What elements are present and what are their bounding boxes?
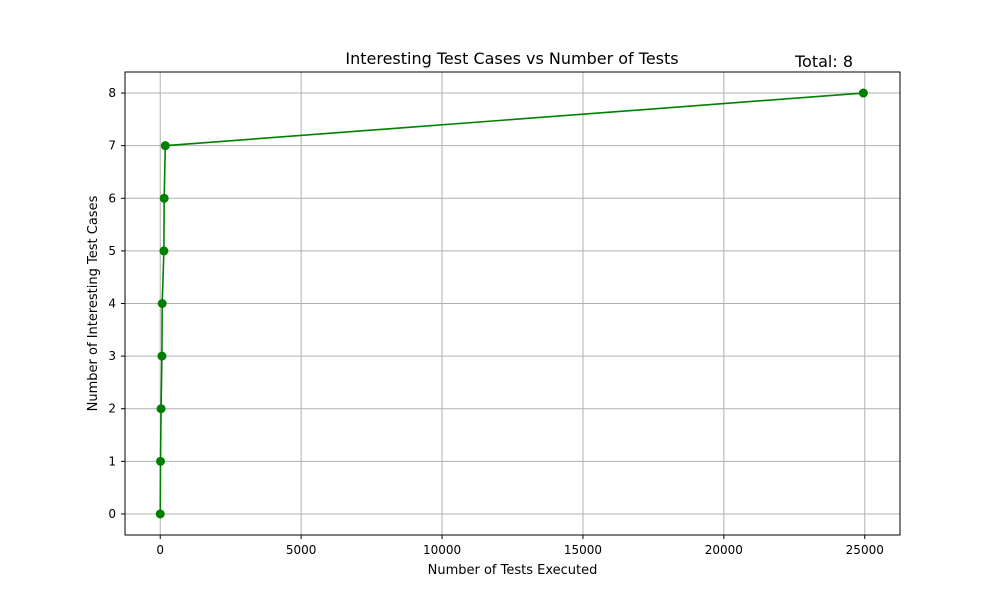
data-point (157, 351, 167, 361)
y-tick-label: 3 (108, 349, 116, 363)
x-tick-label: 25000 (846, 543, 884, 557)
x-tick-label: 0 (156, 543, 164, 557)
x-axis-ticks: 0 5000 10000 15000 20000 25000 (156, 535, 884, 557)
y-tick-label: 1 (108, 454, 116, 468)
y-tick-label: 5 (108, 244, 116, 258)
series-layer (155, 88, 868, 519)
y-tick-label: 6 (108, 191, 116, 205)
data-point (160, 141, 170, 151)
y-tick-label: 0 (108, 507, 116, 521)
data-point (155, 509, 165, 519)
data-point (156, 404, 166, 414)
x-tick-label: 10000 (423, 543, 461, 557)
y-tick-label: 4 (108, 297, 116, 311)
total-annotation: Total: 8 (794, 52, 853, 71)
y-axis-ticks: 0 1 2 3 4 5 6 7 8 (108, 86, 125, 521)
data-point (156, 456, 166, 466)
data-point (157, 299, 167, 308)
y-tick-label: 8 (108, 86, 116, 100)
x-tick-label: 20000 (705, 543, 743, 557)
y-tick-label: 7 (108, 139, 116, 153)
data-point (159, 246, 169, 256)
grid-lines (125, 72, 900, 535)
x-axis-title: Number of Tests Executed (428, 563, 598, 578)
chart-title: Interesting Test Cases vs Number of Test… (345, 49, 678, 68)
y-tick-label: 2 (108, 402, 116, 416)
x-tick-label: 15000 (564, 543, 602, 557)
data-point (858, 88, 868, 98)
x-tick-label: 5000 (286, 543, 317, 557)
data-point (159, 193, 169, 203)
y-axis-title: Number of Interesting Test Cases (86, 195, 101, 411)
